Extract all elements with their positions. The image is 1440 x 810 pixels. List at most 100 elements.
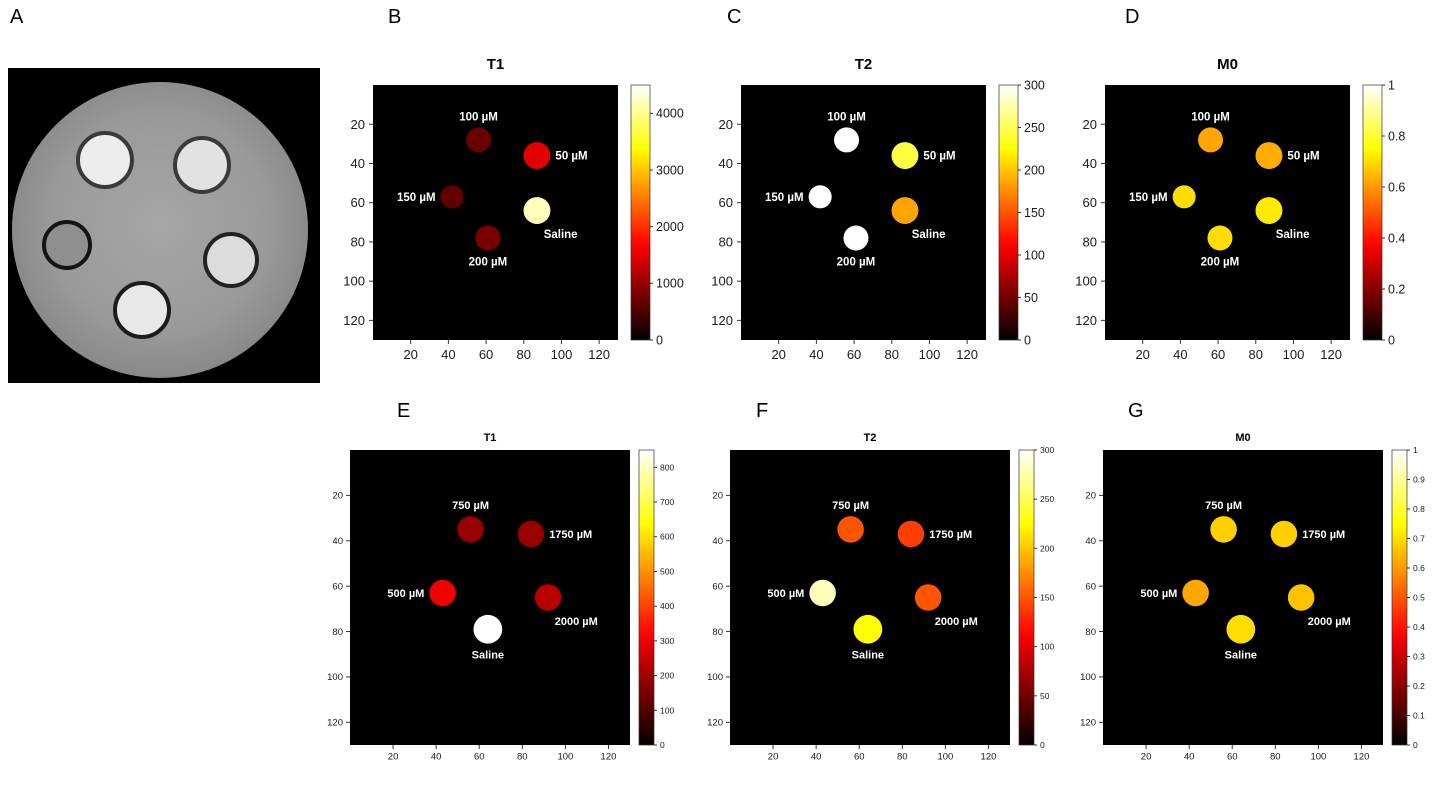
spot-label: 500 µM: [387, 588, 424, 600]
panel-F-chart: T2 750 µM 1750 µM 500 µM 2000 µM Saline 20 40 60…: [692, 422, 1090, 779]
y-tick-label: 60: [1083, 195, 1097, 210]
colorbar: [1362, 84, 1383, 341]
panel-label-D: D: [1125, 6, 1140, 28]
colorbar-tick-label: 100: [660, 705, 674, 715]
chart-title: T1: [487, 56, 505, 73]
y-tick-label: 80: [719, 234, 733, 249]
vial-bottom: [113, 281, 171, 339]
sample-spot: [897, 520, 925, 548]
y-tick-label: 80: [332, 627, 343, 638]
colorbar: [1391, 449, 1408, 746]
heatmap-B: T1 100 µM 50 µM 150 µM Saline 200 µM 20 40 60 80 1…: [343, 56, 684, 362]
sample-spot: [440, 185, 464, 209]
x-tick-label: 40: [431, 752, 442, 763]
colorbar-tick-label: 250: [1024, 121, 1045, 135]
sample-spot: [1198, 127, 1224, 153]
sample-spot: [891, 142, 919, 170]
colorbar-tick-label: 0.6: [1413, 563, 1425, 573]
y-tick-label: 100: [327, 672, 343, 683]
plot-area: [741, 85, 986, 340]
sample-spot: [1210, 516, 1237, 543]
colorbar-tick-label: 50: [1024, 291, 1038, 305]
y-tick-label: 40: [351, 156, 365, 171]
sample-spot: [517, 520, 545, 548]
colorbar-tick-label: 250: [1040, 494, 1054, 504]
chart-title: T2: [855, 56, 873, 73]
panel-E-chart: T1 750 µM 1750 µM 500 µM 2000 µM Saline 20 40 60…: [312, 422, 710, 779]
x-tick-label: 20: [768, 752, 779, 763]
y-tick-label: 120: [711, 313, 733, 328]
sample-spot: [429, 579, 456, 607]
colorbar-tick-label: 200: [660, 671, 674, 681]
y-tick-label: 120: [343, 313, 365, 328]
colorbar-tick-label: 0: [656, 333, 663, 347]
y-tick-label: 80: [1083, 234, 1097, 249]
colorbar-tick-label: 0: [1024, 333, 1031, 347]
y-tick-label: 60: [719, 195, 733, 210]
y-tick-label: 100: [1080, 672, 1096, 683]
colorbar-tick-label: 100: [1040, 642, 1054, 652]
colorbar-tick-label: 1000: [656, 277, 684, 291]
x-tick-label: 80: [517, 752, 528, 763]
sample-spot: [523, 197, 551, 225]
x-tick-label: 40: [811, 752, 822, 763]
y-tick-label: 80: [351, 234, 365, 249]
heatmap-G: M0 750 µM 1750 µM 500 µM 2000 µM Saline 20 40 60…: [1080, 432, 1425, 763]
y-tick-label: 120: [1075, 313, 1097, 328]
colorbar: [1018, 449, 1035, 746]
heatmap-D: M0 100 µM 50 µM 150 µM Saline 200 µM 20 40 60 80 1…: [1075, 56, 1405, 362]
spot-label: Saline: [1276, 229, 1310, 241]
sample-spot: [466, 127, 492, 153]
x-tick-label: 80: [885, 347, 899, 362]
plot-area: [373, 85, 618, 340]
colorbar-tick-label: 150: [1040, 592, 1054, 602]
chart-title: M0: [1235, 432, 1250, 444]
x-tick-label: 120: [1320, 347, 1342, 362]
x-tick-label: 100: [557, 752, 573, 763]
y-tick-label: 120: [327, 718, 343, 729]
spot-label: 1750 µM: [929, 529, 972, 541]
y-tick-label: 20: [719, 117, 733, 132]
y-tick-label: 120: [707, 718, 723, 729]
sample-spot: [457, 516, 484, 543]
colorbar-tick-label: 0: [1388, 333, 1395, 347]
panel-D-chart: M0 100 µM 50 µM 150 µM Saline 200 µM 20 40 60 80 1…: [1067, 40, 1429, 377]
panel-label-E: E: [397, 400, 411, 422]
x-tick-label: 60: [854, 752, 865, 763]
x-tick-label: 100: [551, 347, 573, 362]
x-tick-label: 20: [403, 347, 417, 362]
colorbar-tick-label: 2000: [656, 220, 684, 234]
x-tick-label: 60: [474, 752, 485, 763]
colorbar-tick-label: 0.7: [1413, 533, 1425, 543]
colorbar: [638, 449, 655, 746]
sample-spot: [914, 584, 942, 611]
x-tick-label: 20: [771, 347, 785, 362]
panel-label-F: F: [756, 400, 769, 422]
spot-label: 500 µM: [1140, 588, 1177, 600]
heatmap-F: T2 750 µM 1750 µM 500 µM 2000 µM Saline 20 40 60…: [707, 432, 1054, 763]
panel-B-chart: T1 100 µM 50 µM 150 µM Saline 200 µM 20 40 60 80 1…: [335, 40, 697, 377]
colorbar-tick-label: 0: [1413, 740, 1418, 750]
colorbar-tick-label: 0.2: [1413, 681, 1425, 691]
panel-label-C: C: [727, 6, 742, 28]
vial-left-empty: [42, 220, 92, 270]
colorbar-tick-label: 400: [660, 601, 674, 611]
colorbar: [998, 84, 1019, 341]
sample-spot: [837, 516, 864, 543]
spot-label: 200 µM: [837, 257, 876, 269]
colorbar-tick-label: 200: [1024, 163, 1045, 177]
spot-label: 50 µM: [1287, 151, 1319, 163]
x-tick-label: 40: [441, 347, 455, 362]
colorbar-tick-label: 0.4: [1388, 231, 1405, 245]
spot-label: 750 µM: [1205, 500, 1242, 512]
y-tick-label: 60: [351, 195, 365, 210]
plot-area: [1105, 85, 1350, 340]
y-tick-label: 40: [719, 156, 733, 171]
colorbar-tick-label: 300: [1024, 78, 1045, 92]
sample-spot: [1255, 142, 1283, 170]
colorbar-tick-label: 0.6: [1388, 180, 1405, 194]
y-tick-label: 80: [1085, 627, 1096, 638]
y-tick-label: 40: [332, 536, 343, 547]
x-tick-label: 100: [919, 347, 941, 362]
chart-title: T2: [864, 432, 877, 444]
